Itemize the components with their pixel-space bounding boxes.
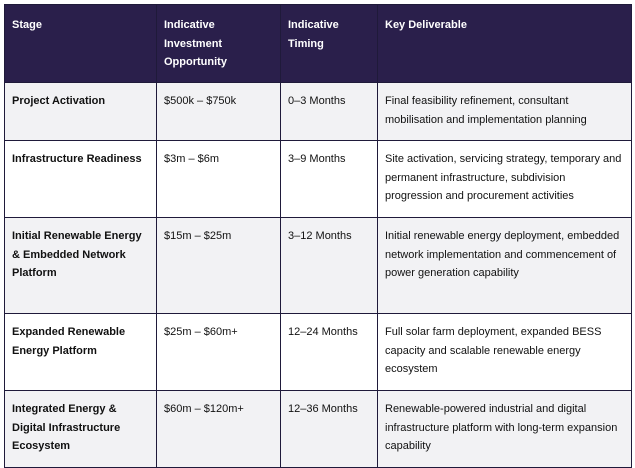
investment-stages-table: Stage Indicative Investment Opportunity … — [4, 4, 632, 468]
cell-deliverable: Initial renewable energy deployment, emb… — [377, 217, 632, 314]
cell-stage: Infrastructure Readiness — [4, 140, 157, 218]
cell-investment: $60m – $120m+ — [156, 390, 281, 468]
cell-investment: $3m – $6m — [156, 140, 281, 218]
cell-timing: 0–3 Months — [280, 82, 378, 141]
cell-deliverable: Full solar farm deployment, expanded BES… — [377, 313, 632, 391]
cell-stage: Project Activation — [4, 82, 157, 141]
cell-investment: $25m – $60m+ — [156, 313, 281, 391]
table-row: Integrated Energy & Digital Infrastructu… — [4, 390, 632, 468]
cell-timing: 12–24 Months — [280, 313, 378, 391]
header-stage: Stage — [4, 4, 157, 83]
table-row: Infrastructure Readiness $3m – $6m 3–9 M… — [4, 140, 632, 218]
cell-stage: Integrated Energy & Digital Infrastructu… — [4, 390, 157, 468]
table-row: Project Activation $500k – $750k 0–3 Mon… — [4, 82, 632, 141]
cell-deliverable: Final feasibility refinement, consultant… — [377, 82, 632, 141]
header-deliverable: Key Deliverable — [377, 4, 632, 83]
cell-investment: $15m – $25m — [156, 217, 281, 314]
cell-deliverable: Site activation, servicing strategy, tem… — [377, 140, 632, 218]
cell-stage: Expanded Renewable Energy Platform — [4, 313, 157, 391]
investment-stages-table-container: Stage Indicative Investment Opportunity … — [4, 4, 632, 468]
cell-investment: $500k – $750k — [156, 82, 281, 141]
cell-timing: 3–9 Months — [280, 140, 378, 218]
header-timing: Indicative Timing — [280, 4, 378, 83]
cell-deliverable: Renewable-powered industrial and digital… — [377, 390, 632, 468]
table-header-row: Stage Indicative Investment Opportunity … — [4, 4, 632, 83]
cell-timing: 3–12 Months — [280, 217, 378, 314]
cell-stage: Initial Renewable Energy & Embedded Netw… — [4, 217, 157, 314]
table-body: Project Activation $500k – $750k 0–3 Mon… — [4, 82, 632, 468]
table-row: Initial Renewable Energy & Embedded Netw… — [4, 217, 632, 314]
table-header: Stage Indicative Investment Opportunity … — [4, 4, 632, 83]
header-investment: Indicative Investment Opportunity — [156, 4, 281, 83]
cell-timing: 12–36 Months — [280, 390, 378, 468]
table-row: Expanded Renewable Energy Platform $25m … — [4, 313, 632, 391]
